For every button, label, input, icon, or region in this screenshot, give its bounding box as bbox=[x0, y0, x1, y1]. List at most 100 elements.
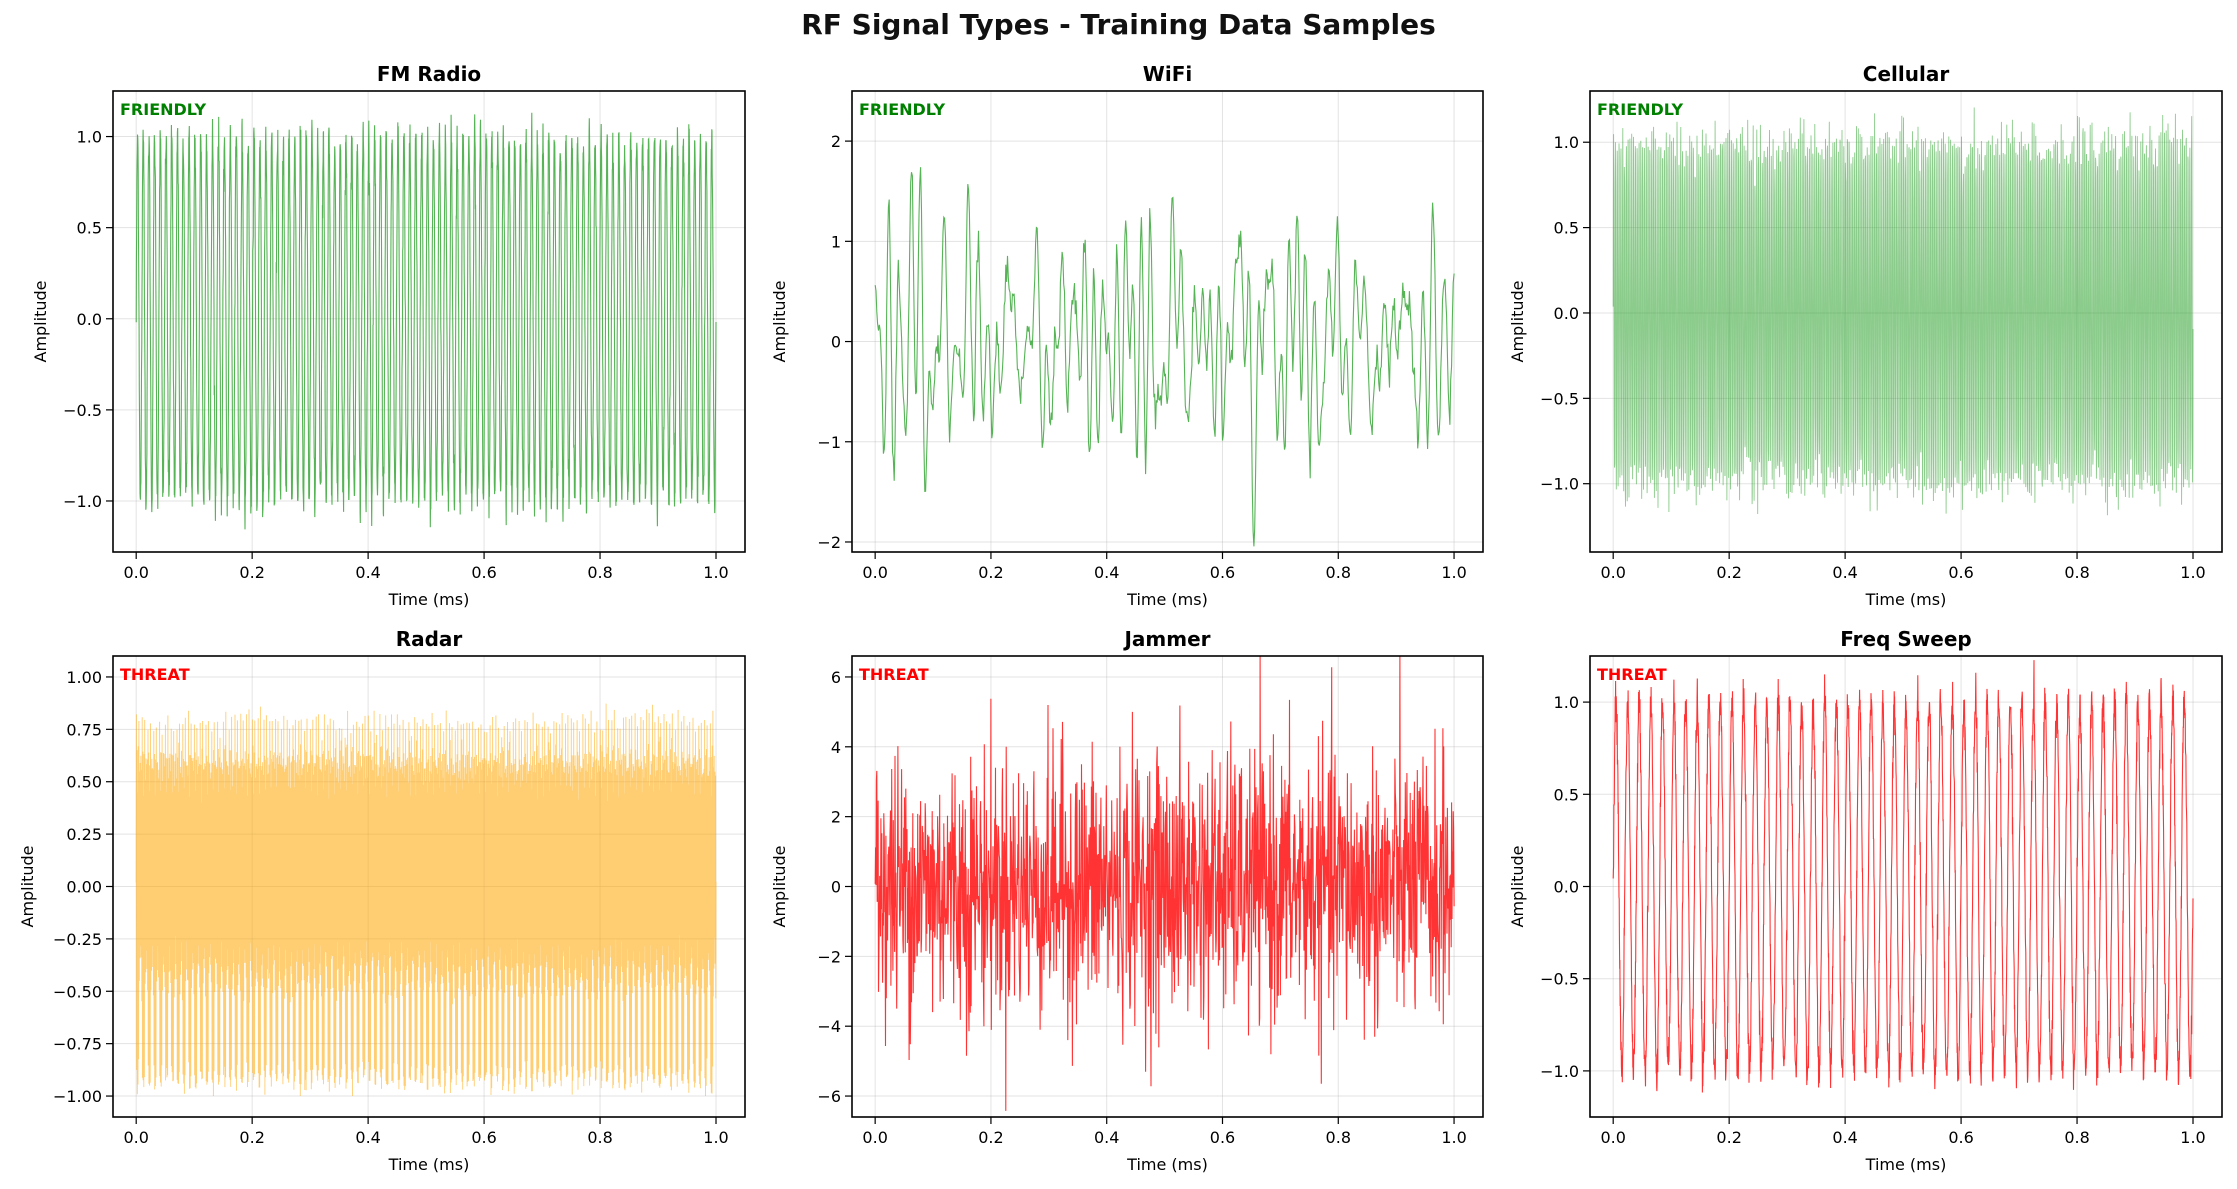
x-axis-label: Time (ms) bbox=[1126, 1155, 1208, 1174]
y-tick-label: −0.5 bbox=[1540, 389, 1579, 408]
figure-title: RF Signal Types - Training Data Samples bbox=[801, 8, 1436, 41]
x-tick-label: 0.2 bbox=[1716, 563, 1741, 582]
y-tick-label: 0 bbox=[831, 878, 841, 897]
status-badge: THREAT bbox=[120, 665, 190, 684]
series-line bbox=[1612, 107, 2194, 516]
x-tick-label: 0.6 bbox=[1210, 563, 1235, 582]
x-tick-label: 0.0 bbox=[123, 1128, 148, 1147]
x-tick-label: 0.6 bbox=[1210, 1128, 1235, 1147]
subplot-title: FM Radio bbox=[377, 62, 481, 86]
y-tick-label: 0.00 bbox=[66, 878, 102, 897]
x-tick-label: 1.0 bbox=[1441, 1128, 1466, 1147]
x-axis-label: Time (ms) bbox=[1865, 590, 1947, 609]
y-axis-label: Amplitude bbox=[31, 281, 50, 363]
subplot-cellular: 0.0 0.2 0.4 0.6 0.8 1.0 −1.0 −0.5 0.0 0.5 1.0 Cellu… bbox=[1508, 62, 2223, 609]
x-tick-label: 1.0 bbox=[2180, 563, 2205, 582]
y-tick-label: 1 bbox=[831, 232, 841, 251]
x-tick-label: 0.6 bbox=[471, 563, 496, 582]
x-tick-label: 0.6 bbox=[1948, 1128, 1973, 1147]
x-axis-label: Time (ms) bbox=[388, 590, 470, 609]
y-tick-label: 0.5 bbox=[1554, 219, 1579, 238]
x-tick-label: 0.6 bbox=[1948, 563, 1973, 582]
subplot-title: Cellular bbox=[1863, 62, 1950, 86]
axes-frame bbox=[1589, 90, 2223, 553]
y-tick-label: −6 bbox=[817, 1087, 841, 1106]
x-tick-label: 0.0 bbox=[862, 1128, 887, 1147]
y-tick-label: 2 bbox=[831, 132, 841, 151]
x-tick-label: 0.4 bbox=[1094, 563, 1119, 582]
axes-frame bbox=[851, 90, 1484, 553]
x-axis-label: Time (ms) bbox=[388, 1155, 470, 1174]
x-tick-label: 0.2 bbox=[978, 1128, 1003, 1147]
x-tick-label: 0.2 bbox=[978, 563, 1003, 582]
y-tick-label: −0.25 bbox=[53, 930, 102, 949]
y-tick-label: −1 bbox=[817, 433, 841, 452]
y-tick-label: 0.0 bbox=[77, 310, 102, 329]
y-axis-label: Amplitude bbox=[1508, 846, 1527, 928]
y-tick-label: −0.5 bbox=[1540, 970, 1579, 989]
status-badge: FRIENDLY bbox=[859, 100, 946, 119]
x-tick-label: 0.8 bbox=[1326, 1128, 1351, 1147]
y-tick-label: 1.0 bbox=[1554, 693, 1579, 712]
y-tick-label: 6 bbox=[831, 668, 841, 687]
y-tick-label: 0.5 bbox=[77, 219, 102, 238]
x-tick-label: 0.8 bbox=[2064, 563, 2089, 582]
x-tick-label: 0.8 bbox=[587, 1128, 612, 1147]
series-line bbox=[874, 656, 1455, 1111]
subplot-wifi: 0.0 0.2 0.4 0.6 0.8 1.0 −2 −1 0 1 2 WiFi Time (ms) Am… bbox=[770, 62, 1484, 609]
y-tick-label: −0.50 bbox=[53, 982, 102, 1001]
y-tick-label: 0.0 bbox=[1554, 878, 1579, 897]
y-tick-label: 0.5 bbox=[1554, 785, 1579, 804]
series-line bbox=[874, 167, 1455, 547]
x-tick-label: 0.4 bbox=[1832, 1128, 1857, 1147]
y-tick-label: 1.0 bbox=[77, 128, 102, 147]
y-tick-label: −0.75 bbox=[53, 1035, 102, 1054]
y-axis-label: Amplitude bbox=[770, 281, 789, 363]
y-tick-label: 0.25 bbox=[66, 825, 102, 844]
y-axis-label: Amplitude bbox=[1508, 281, 1527, 363]
y-tick-label: 2 bbox=[831, 808, 841, 827]
y-axis-label: Amplitude bbox=[770, 846, 789, 928]
y-tick-label: 0.0 bbox=[1554, 304, 1579, 323]
subplot-jammer: 0.0 0.2 0.4 0.6 0.8 1.0 −6 −4 −2 0 2 4 6 Jammer Time (… bbox=[770, 627, 1484, 1174]
y-tick-label: −2 bbox=[817, 533, 841, 552]
y-tick-label: −1.00 bbox=[53, 1087, 102, 1106]
x-tick-label: 1.0 bbox=[703, 563, 728, 582]
subplot-title: Jammer bbox=[1122, 627, 1210, 651]
y-tick-label: −1.0 bbox=[1540, 1062, 1579, 1081]
subplot-radar: 0.0 0.2 0.4 0.6 0.8 1.0 −1.00 −0.75 −0.50 −0.25 0.… bbox=[18, 627, 746, 1174]
y-tick-label: 0.50 bbox=[66, 773, 102, 792]
y-tick-label: −0.5 bbox=[63, 401, 102, 420]
status-badge: FRIENDLY bbox=[120, 100, 207, 119]
series-line bbox=[1612, 660, 2194, 1093]
y-tick-label: 1.00 bbox=[66, 668, 102, 687]
series-line bbox=[135, 112, 717, 530]
axes-frame bbox=[112, 90, 746, 553]
y-tick-label: 0 bbox=[831, 333, 841, 352]
y-tick-label: −1.0 bbox=[1540, 475, 1579, 494]
x-tick-label: 0.0 bbox=[1600, 563, 1625, 582]
y-axis-label: Amplitude bbox=[18, 846, 37, 928]
x-tick-label: 0.4 bbox=[355, 1128, 380, 1147]
x-tick-label: 1.0 bbox=[1441, 563, 1466, 582]
series-line bbox=[135, 703, 717, 1097]
x-tick-label: 0.0 bbox=[123, 563, 148, 582]
x-tick-label: 0.8 bbox=[587, 563, 612, 582]
x-axis-label: Time (ms) bbox=[1126, 590, 1208, 609]
x-tick-label: 1.0 bbox=[703, 1128, 728, 1147]
x-tick-label: 0.2 bbox=[239, 563, 264, 582]
subplot-freq-sweep: 0.0 0.2 0.4 0.6 0.8 1.0 −1.0 −0.5 0.0 0.5 1.0 Freq … bbox=[1508, 627, 2223, 1174]
y-tick-label: 0.75 bbox=[66, 720, 102, 739]
x-tick-label: 0.0 bbox=[862, 563, 887, 582]
subplot-title: Freq Sweep bbox=[1840, 627, 1971, 651]
status-badge: FRIENDLY bbox=[1597, 100, 1684, 119]
subplot-fm-radio: 0.0 0.2 0.4 0.6 0.8 1.0 −1.0 −0.5 0.0 0.5 1.0 FM Ra… bbox=[31, 62, 746, 609]
y-tick-label: −2 bbox=[817, 947, 841, 966]
status-badge: THREAT bbox=[1597, 665, 1667, 684]
x-tick-label: 0.8 bbox=[2064, 1128, 2089, 1147]
x-tick-label: 0.6 bbox=[471, 1128, 496, 1147]
y-tick-label: 1.0 bbox=[1554, 133, 1579, 152]
x-tick-label: 0.0 bbox=[1600, 1128, 1625, 1147]
x-axis-label: Time (ms) bbox=[1865, 1155, 1947, 1174]
x-tick-label: 0.4 bbox=[355, 563, 380, 582]
